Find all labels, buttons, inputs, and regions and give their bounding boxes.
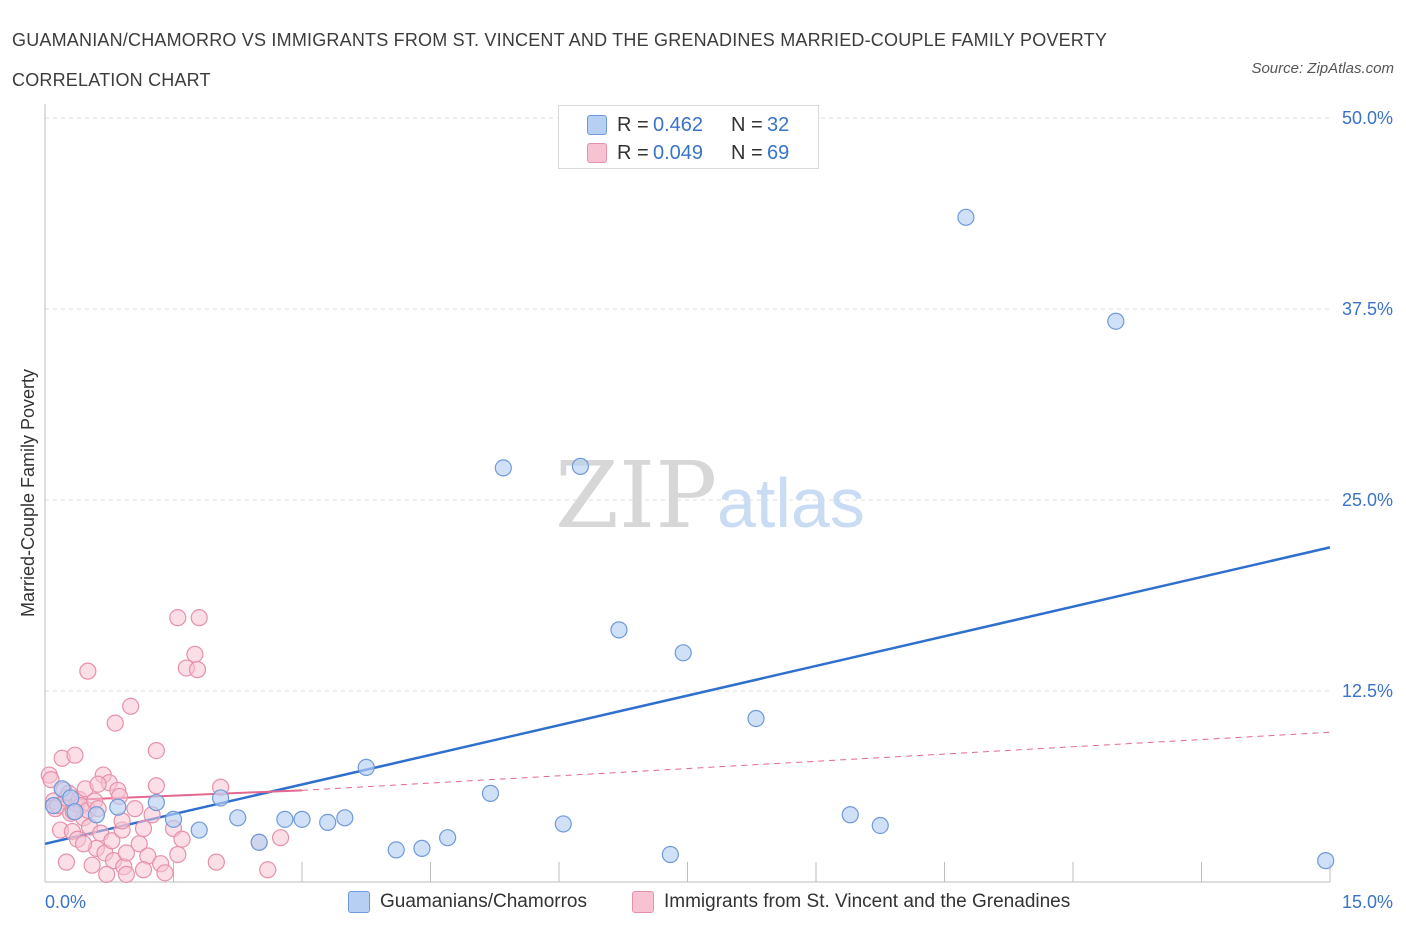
data-point-immigrants	[190, 609, 208, 627]
data-point-guamanians	[212, 789, 230, 807]
trend-lines	[44, 546, 1331, 846]
data-point-immigrants	[169, 609, 187, 627]
data-point-guamanians	[229, 809, 247, 827]
data-point-guamanians	[661, 845, 679, 864]
data-point-immigrants	[89, 775, 107, 793]
data-point-immigrants	[57, 853, 76, 871]
data-point-immigrants	[42, 771, 60, 789]
data-point-immigrants	[106, 714, 124, 732]
data-point-immigrants	[156, 864, 174, 882]
legend-r-value: 0.049	[653, 142, 704, 164]
legend-r-value: 0.462	[653, 114, 704, 136]
bottom-legend-label: Guamanians/Chamorros	[380, 891, 587, 912]
data-point-guamanians	[109, 798, 127, 816]
data-point-guamanians	[44, 796, 63, 815]
trendline-guamanians	[44, 546, 1331, 846]
data-point-immigrants	[83, 856, 101, 874]
data-point-immigrants	[147, 777, 165, 795]
bottom-legend-label: Immigrants from St. Vincent and the Gren…	[664, 891, 1071, 912]
data-point-guamanians	[957, 208, 975, 226]
data-point-guamanians	[674, 644, 692, 662]
data-point-guamanians	[147, 793, 165, 812]
data-point-immigrants	[173, 830, 191, 848]
bottom-legend-immigrants: Immigrants from St. Vincent and the Gren…	[632, 888, 1132, 916]
data-point-immigrants	[188, 661, 207, 679]
data-point-guamanians	[554, 815, 572, 833]
legend-n-label: N =	[731, 142, 763, 164]
data-point-guamanians	[387, 841, 405, 859]
data-point-guamanians	[250, 833, 268, 851]
y-tick-label: 25.0%	[1342, 490, 1393, 510]
y-tick-label: 12.5%	[1342, 681, 1393, 701]
y-tick-label: 50.0%	[1342, 108, 1393, 128]
legend-n-value: 32	[767, 114, 790, 136]
data-point-immigrants	[98, 865, 116, 883]
data-point-immigrants	[122, 697, 140, 715]
data-point-guamanians	[319, 813, 337, 832]
data-point-immigrants	[259, 861, 277, 879]
axes	[44, 104, 1331, 883]
x-tick-label: 15.0%	[1342, 892, 1393, 912]
data-point-guamanians	[66, 803, 84, 821]
chart-title: GUAMANIAN/CHAMORRO VS IMMIGRANTS FROM ST…	[12, 30, 1107, 90]
data-point-guamanians	[481, 784, 500, 802]
data-point-guamanians	[1317, 852, 1335, 870]
bottom-legend-swatch-pink	[632, 891, 654, 913]
data-point-immigrants	[271, 829, 290, 847]
legend-n-value: 69	[767, 142, 790, 164]
data-point-guamanians	[1107, 312, 1125, 330]
x-tick-label: 0.0%	[45, 892, 86, 912]
data-point-guamanians	[571, 457, 590, 475]
legend-r-label: R =	[617, 142, 649, 164]
data-point-guamanians	[439, 829, 457, 847]
data-point-guamanians	[871, 816, 889, 835]
data-point-immigrants	[134, 819, 153, 838]
data-point-guamanians	[276, 810, 294, 828]
data-point-immigrants	[66, 746, 84, 764]
y-tick-label: 37.5%	[1342, 299, 1393, 319]
bottom-legend-swatch-blue	[348, 891, 370, 913]
data-point-immigrants	[74, 835, 93, 853]
watermark-atlas: atlas	[717, 464, 865, 542]
legend-n-label: N =	[731, 114, 763, 136]
series-guamanians-points	[44, 208, 1335, 870]
data-point-immigrants	[79, 662, 97, 680]
data-point-immigrants	[169, 845, 187, 864]
legend-swatch-pink	[587, 143, 607, 163]
source-label: Source: ZipAtlas.com	[1251, 60, 1394, 77]
data-point-immigrants	[126, 800, 144, 818]
trendline-immigrants-dashed	[301, 731, 1331, 791]
data-point-guamanians	[610, 621, 628, 639]
data-point-guamanians	[336, 809, 354, 827]
data-point-guamanians	[164, 810, 183, 828]
data-point-guamanians	[494, 459, 512, 477]
data-point-immigrants	[207, 853, 225, 871]
data-point-guamanians	[747, 709, 765, 728]
data-point-immigrants	[186, 645, 204, 663]
correlation-legend: R = 0.462 N = 32 R = 0.049 N = 69	[558, 105, 819, 169]
data-point-guamanians	[357, 758, 375, 777]
data-point-immigrants	[134, 861, 153, 879]
y-axis-label: Married-Couple Family Poverty	[18, 369, 38, 617]
data-point-immigrants	[117, 865, 135, 883]
data-point-guamanians	[87, 806, 106, 824]
legend-r-label: R =	[617, 114, 649, 136]
data-point-immigrants	[147, 741, 165, 760]
data-point-guamanians	[293, 810, 311, 828]
tick-labels: 12.5% 25.0% 37.5% 50.0% 0.0% 15.0%	[45, 108, 1393, 912]
data-point-immigrants	[117, 844, 135, 862]
data-point-guamanians	[413, 839, 431, 857]
grid-lines	[45, 117, 1330, 692]
bottom-legend-guamanians: Guamanians/Chamorros	[348, 888, 628, 916]
data-point-immigrants	[103, 832, 121, 850]
data-point-guamanians	[190, 821, 208, 839]
data-point-guamanians	[841, 806, 859, 824]
legend-swatch-blue	[587, 115, 607, 135]
